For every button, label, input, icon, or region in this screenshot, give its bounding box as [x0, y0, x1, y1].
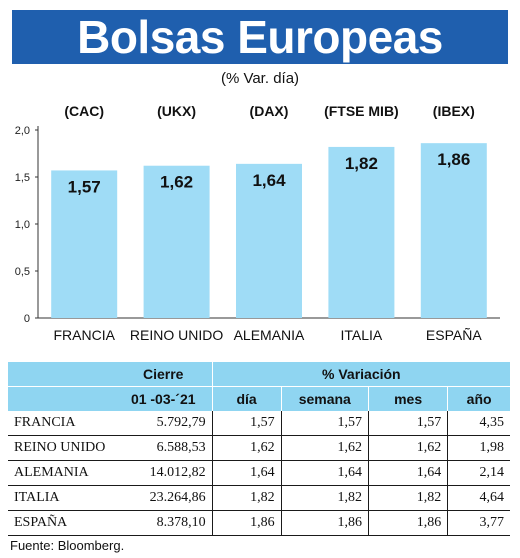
value-label: 1,57 — [68, 177, 101, 196]
table-row: REINO UNIDO 6.588,53 1,62 1,62 1,62 1,98 — [8, 435, 510, 461]
row-dia: 1,64 — [211, 460, 282, 486]
header-empty-cell — [8, 362, 115, 387]
row-mes: 1,82 — [367, 485, 448, 511]
value-label: 1,86 — [437, 150, 470, 169]
row-dia: 1,82 — [211, 485, 282, 511]
row-mes: 1,62 — [367, 435, 448, 461]
value-label: 1,62 — [160, 173, 193, 192]
source-note: Fuente: Bloomberg. — [10, 538, 125, 553]
row-mes: 1,57 — [367, 411, 448, 436]
category-label: ESPAÑA — [426, 327, 482, 343]
row-semana: 1,64 — [280, 460, 369, 486]
y-tick-label: 2,0 — [15, 125, 30, 137]
header-variacion: % Variación — [211, 362, 510, 387]
table-row: ALEMANIA 14.012,82 1,64 1,64 1,64 2,14 — [8, 460, 510, 486]
value-label: 1,64 — [252, 171, 286, 190]
row-semana: 1,57 — [280, 411, 369, 436]
header-semana: semana — [280, 386, 369, 411]
row-semana: 1,86 — [280, 510, 369, 536]
table-row: FRANCIA 5.792,79 1,57 1,57 1,57 4,35 — [8, 411, 510, 436]
row-semana: 1,62 — [280, 435, 369, 461]
row-dia: 1,62 — [211, 435, 282, 461]
header-cierre: Cierre — [114, 362, 213, 387]
row-dia: 1,86 — [211, 510, 282, 536]
bar — [328, 146, 395, 318]
header-ano: año — [447, 386, 510, 411]
category-label: ITALIA — [341, 327, 383, 343]
header-dia: día — [211, 386, 282, 411]
index-label: (CAC) — [64, 103, 104, 119]
category-label: ALEMANIA — [234, 327, 305, 343]
chart-subtitle: (% Var. día) — [220, 70, 300, 87]
row-name: REINO UNIDO — [8, 435, 115, 461]
row-name: ESPAÑA — [8, 510, 115, 536]
y-tick-label: 0,5 — [15, 266, 30, 278]
bar — [51, 170, 118, 318]
y-tick-label: 1,5 — [15, 172, 30, 184]
bar — [420, 143, 487, 318]
index-label: (DAX) — [250, 103, 289, 119]
row-cierre: 5.792,79 — [114, 411, 213, 436]
row-name: FRANCIA — [8, 411, 115, 436]
value-label: 1,82 — [345, 154, 378, 173]
row-cierre: 8.378,10 — [114, 510, 213, 536]
table-row: ESPAÑA 8.378,10 1,86 1,86 1,86 3,77 — [8, 510, 510, 536]
index-label: (FTSE MIB) — [324, 103, 399, 119]
header-mes: mes — [367, 386, 448, 411]
subheader-empty-cell — [8, 386, 115, 411]
market-table: Cierre % Variación 01 -03-´21 día semana… — [8, 362, 510, 536]
page-title: Bolsas Europeas — [77, 11, 443, 63]
table-subheader-row: 01 -03-´21 día semana mes año — [8, 386, 510, 411]
header-date: 01 -03-´21 — [114, 386, 213, 411]
row-semana: 1,82 — [280, 485, 369, 511]
row-name: ITALIA — [8, 485, 115, 511]
bar-chart: 0 0,5 1,0 1,5 2,0 1,57 (CAC) FRANCIA 1,62 (UKX) RE… — [15, 103, 500, 343]
category-label: FRANCIA — [53, 327, 115, 343]
row-name: ALEMANIA — [8, 460, 115, 486]
title-banner: Bolsas Europeas — [12, 10, 508, 64]
index-label: (UKX) — [157, 103, 196, 119]
y-tick-label: 1,0 — [15, 219, 30, 231]
index-label: (IBEX) — [433, 103, 475, 119]
row-cierre: 6.588,53 — [114, 435, 213, 461]
bar — [143, 165, 210, 318]
table-row: ITALIA 23.264,86 1,82 1,82 1,82 4,64 — [8, 485, 510, 511]
row-cierre: 14.012,82 — [114, 460, 213, 486]
row-mes: 1,64 — [367, 460, 448, 486]
row-mes: 1,86 — [367, 510, 448, 536]
bar — [236, 163, 302, 318]
row-ano: 4,64 — [447, 485, 510, 511]
row-dia: 1,57 — [211, 411, 282, 436]
table-header-row: Cierre % Variación — [8, 362, 510, 387]
row-cierre: 23.264,86 — [114, 485, 213, 511]
row-ano: 2,14 — [447, 460, 510, 486]
row-ano: 1,98 — [447, 435, 510, 461]
y-tick-label: 0 — [24, 313, 30, 325]
row-ano: 4,35 — [447, 411, 510, 436]
row-ano: 3,77 — [447, 510, 510, 536]
category-label: REINO UNIDO — [130, 327, 223, 343]
